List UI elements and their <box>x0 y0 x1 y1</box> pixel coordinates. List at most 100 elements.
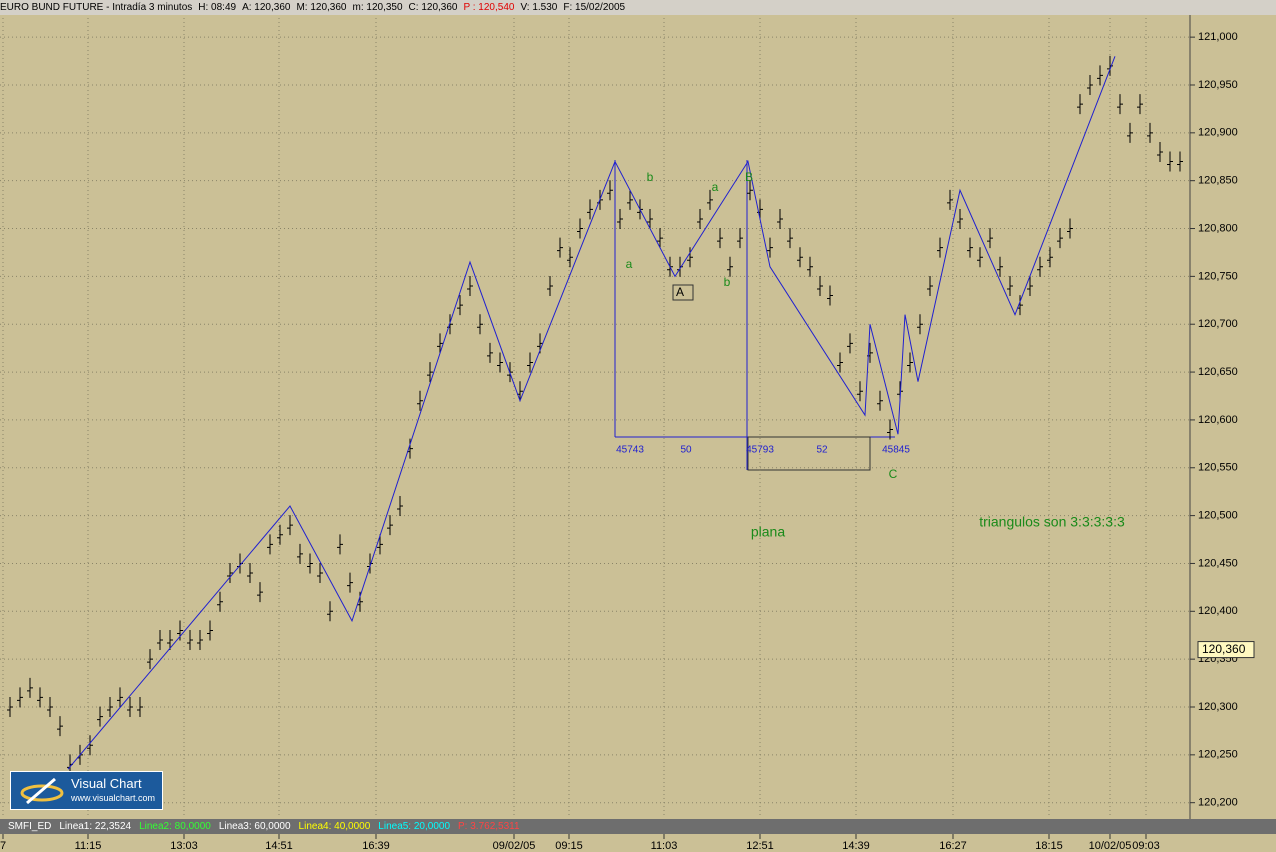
price-bar <box>437 333 443 354</box>
last-price-label: 120,360 <box>1202 642 1246 656</box>
annotation: b <box>724 275 731 289</box>
label-box <box>672 284 694 301</box>
price-bar <box>827 285 833 306</box>
x-tick-label: 14:51 <box>265 840 293 852</box>
price-bar <box>997 256 1003 277</box>
price-bar <box>457 295 463 316</box>
price-bar <box>147 649 153 670</box>
indicator-field: P: 3.762,5311 <box>458 821 520 832</box>
indicator-field: Linea5: 20,0000 <box>378 821 451 832</box>
price-bar <box>1057 228 1063 249</box>
price-bar <box>207 620 213 641</box>
price-bar <box>1177 151 1183 172</box>
annotation: B <box>745 170 753 184</box>
x-tick-label: 7 <box>0 840 6 852</box>
y-tick-label: 120,800 <box>1198 222 1238 234</box>
price-bar <box>917 314 923 335</box>
y-tick-label: 120,200 <box>1198 797 1238 809</box>
y-tick-label: 120,250 <box>1198 749 1238 761</box>
price-bar <box>287 515 293 536</box>
price-bar <box>647 208 653 229</box>
price-bar <box>247 563 253 584</box>
price-bar <box>927 275 933 296</box>
price-bar <box>377 534 383 555</box>
price-bar <box>717 228 723 249</box>
indicator-field: Linea2: 80,0000 <box>139 821 211 832</box>
y-tick-label: 121,000 <box>1198 31 1238 43</box>
price-bar <box>277 524 283 545</box>
price-bar <box>107 696 113 717</box>
price-bar <box>807 256 813 277</box>
last-price-box <box>1197 641 1255 659</box>
header-field: H: 08:49 <box>198 2 237 13</box>
x-tick-label: 11:03 <box>651 840 678 852</box>
price-bar <box>327 601 333 622</box>
price-bar <box>1067 218 1073 239</box>
price-bar <box>627 189 633 210</box>
price-bar <box>1047 247 1053 268</box>
annotation: a <box>626 257 633 271</box>
annotation: 52 <box>816 445 828 456</box>
price-bar <box>557 237 563 258</box>
y-tick-label: 120,750 <box>1198 270 1238 282</box>
y-tick-label: 120,700 <box>1198 318 1238 330</box>
price-bar <box>117 687 123 708</box>
y-tick-label: 120,850 <box>1198 175 1238 187</box>
price-bar <box>127 696 133 717</box>
annotation: A <box>676 285 684 299</box>
price-bar <box>987 228 993 249</box>
price-bar <box>417 390 423 411</box>
price-bar <box>697 208 703 229</box>
annotation: b <box>647 170 654 184</box>
price-bar <box>707 189 713 210</box>
price-bar <box>617 208 623 229</box>
header-field: M: 120,360 <box>296 2 347 13</box>
header-field: m: 120,350 <box>352 2 403 13</box>
price-bar <box>777 208 783 229</box>
measure-box <box>747 436 871 471</box>
price-bar <box>137 696 143 717</box>
price-bar <box>1097 65 1103 86</box>
price-bar <box>887 419 893 440</box>
indicator-field: Linea1: 22,3524 <box>59 821 132 832</box>
price-bar <box>387 515 393 536</box>
price-bar <box>857 381 863 402</box>
logo: Visual Chart www.visualchart.com <box>10 771 163 810</box>
price-bar <box>907 352 913 373</box>
logo-icon <box>20 777 64 805</box>
x-tick-label: 10/02/05 <box>1089 840 1132 852</box>
price-bar <box>57 716 63 737</box>
x-tick-label: 09/02/05 <box>493 840 536 852</box>
annotation: a <box>712 180 719 194</box>
annotation: 45845 <box>882 445 910 456</box>
y-tick-label: 120,550 <box>1198 462 1238 474</box>
price-bar <box>797 247 803 268</box>
header-field: C: 120,360 <box>408 2 458 13</box>
price-bar <box>47 696 53 717</box>
price-bar <box>767 237 773 258</box>
price-bar <box>1037 256 1043 277</box>
annotation: plana <box>751 524 785 540</box>
price-bar <box>477 314 483 335</box>
x-tick-label: 16:39 <box>362 840 390 852</box>
price-bar <box>337 534 343 555</box>
price-bar <box>957 208 963 229</box>
price-bar <box>527 352 533 373</box>
price-bar <box>1027 275 1033 296</box>
price-bar <box>1107 55 1113 76</box>
price-bar <box>497 352 503 373</box>
price-bar <box>467 275 473 296</box>
annotation: 45793 <box>746 445 774 456</box>
price-bar <box>847 333 853 354</box>
header-field: P : 120,540 <box>463 2 515 13</box>
price-bar <box>877 390 883 411</box>
indicator-field: Linea4: 40,0000 <box>298 821 371 832</box>
price-bar <box>17 687 23 708</box>
price-bar <box>177 620 183 641</box>
price-bar <box>7 696 13 717</box>
price-bar <box>1117 94 1123 115</box>
price-bar <box>1077 94 1083 115</box>
price-bar <box>347 572 353 593</box>
price-bar <box>187 630 193 651</box>
